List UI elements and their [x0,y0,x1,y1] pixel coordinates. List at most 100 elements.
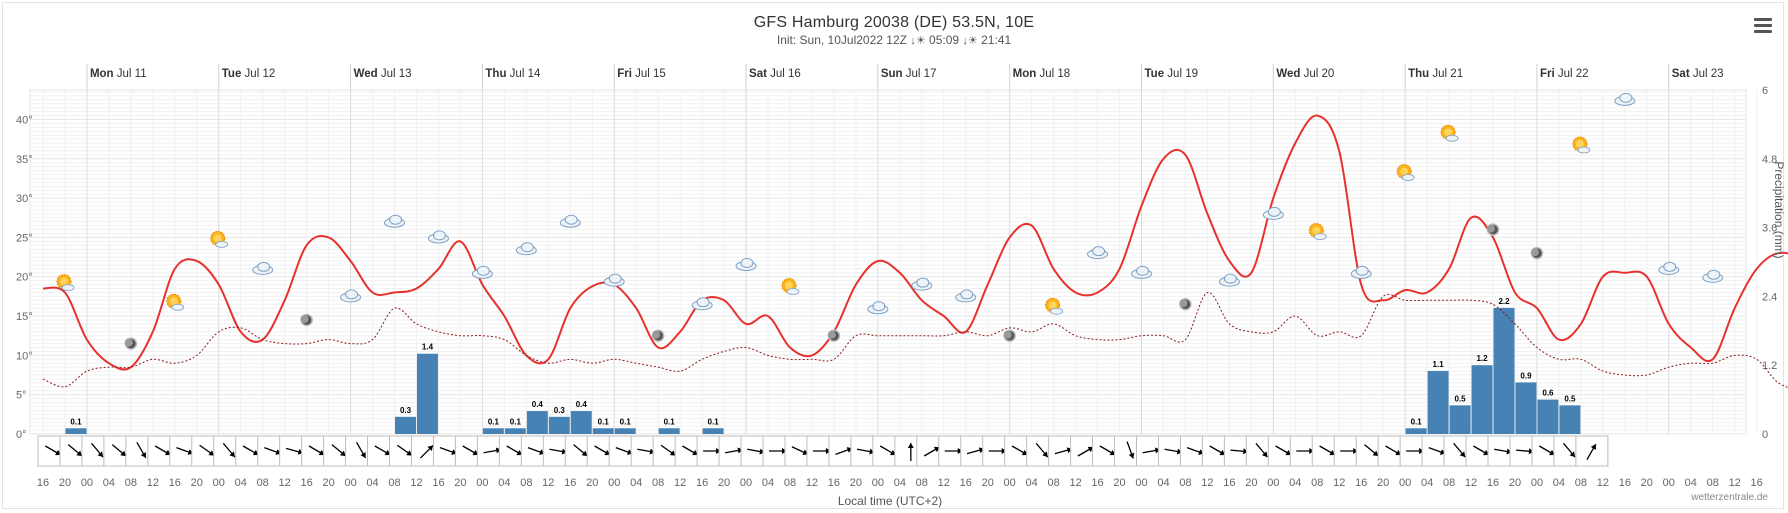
chart-subtitle: Init: Sun, 10Jul2022 12Z ↓☀ 05:09 ↓☀ 21:… [0,33,1788,47]
precip-bar-label: 0.5 [1564,394,1576,403]
hour-label: 00 [81,477,93,489]
y-tick-label: 0° [16,429,27,441]
precip-bar [592,428,614,434]
day-label: Mon Jul 11 [90,68,147,80]
hour-label: 16 [1223,477,1235,489]
precip-bar-label: 0.1 [664,417,676,426]
hour-label: 08 [916,477,928,489]
precip-bar-label: 0.1 [1411,417,1423,426]
precip-bar-label: 0.4 [576,400,588,409]
hour-label: 16 [1619,477,1631,489]
hour-label: 00 [1531,477,1543,489]
plot-grid [29,89,1758,435]
cloud-icon [1262,206,1284,220]
day-label: Wed Jul 13 [354,68,412,80]
day-label: Sat Jul 16 [749,68,801,80]
sunrise-icon: ↓☀ [910,35,926,48]
hour-label: 00 [608,477,620,489]
precip-bar-label: 0.1 [510,417,522,426]
sun-cloud-icon [1308,222,1327,240]
hour-label: 00 [872,477,884,489]
hour-label: 12 [1069,477,1081,489]
day-label: Tue Jul 19 [1145,68,1198,80]
dewpoint-line [42,291,1788,388]
hour-label: 16 [1355,477,1367,489]
day-label: Sun Jul 17 [881,68,937,80]
sun-cloud-icon [166,293,185,311]
hour-label: 08 [1707,477,1719,489]
hour-labels: 16 20 00 04 08 12 16 20 00 04 08 12 16 20 00 04 08 12 16 20… [37,477,1763,489]
y2-tick-label: 0 [1762,429,1768,441]
sunset-icon: ↓☀ [962,35,978,48]
precip-bar-label: 0.4 [532,400,544,409]
sun-cloud-icon [210,230,229,248]
hour-label: 12 [1333,477,1345,489]
hour-label: 04 [1026,477,1038,489]
hour-label: 04 [630,477,642,489]
precip-bar [614,428,636,434]
y2-tick-label: 2.4 [1762,291,1777,303]
day-label: Fri Jul 15 [617,68,666,80]
hour-label: 04 [762,477,774,489]
precipitation-axis: 01.22.43.64.86 [1762,85,1777,441]
hour-label: 16 [1487,477,1499,489]
hour-label: 12 [1201,477,1213,489]
hour-label: 16 [960,477,972,489]
day-label: Thu Jul 21 [1408,68,1463,80]
precip-bar-label: 0.1 [598,417,610,426]
precip-bar [702,428,724,434]
chart-menu-button[interactable] [1754,18,1772,34]
hour-label: 20 [454,477,466,489]
hour-label: 16 [1751,477,1763,489]
precip-bar-label: 0.1 [70,417,82,426]
precip-bar [504,428,526,434]
hour-label: 00 [1135,477,1147,489]
hour-label: 20 [322,477,334,489]
cloud-icon [867,301,889,315]
precip-bar [1471,365,1493,434]
y-tick-label: 30° [16,193,33,205]
cloud-icon [1350,265,1372,279]
hour-label: 20 [982,477,994,489]
y-tick-label: 5° [16,390,27,402]
credit-text: wetterzentrale.de [1691,492,1768,503]
precip-bar-label: 0.1 [620,417,632,426]
cloud-icon [1087,246,1109,260]
y-tick-label: 25° [16,232,33,244]
y-tick-label: 15° [16,311,33,323]
chart-header: GFS Hamburg 20038 (DE) 53.5N, 10E Init: … [0,14,1788,47]
hour-label: 00 [1399,477,1411,489]
moon-icon [1179,298,1192,311]
moon-icon [124,337,138,350]
cloud-icon [955,289,977,303]
precipitation-axis-title: Precipitation (mm) [1772,161,1786,258]
precip-bar-label: 0.1 [708,417,720,426]
temperature-axis: 0° 5° 10° 15° 20° 25° 30° 35° 40° [16,114,33,441]
hour-label: 12 [147,477,159,489]
sun-cloud-icon [1045,297,1064,315]
precip-bar [1405,428,1427,434]
precip-bar [65,428,87,434]
hour-label: 20 [1509,477,1521,489]
hour-label: 12 [542,477,554,489]
cloud-icon [603,273,625,287]
cloud-icon [427,230,449,244]
sun-cloud-icon [1572,136,1591,154]
hour-label: 00 [1663,477,1675,489]
day-label: Sat Jul 23 [1672,68,1724,80]
hour-label: 12 [410,477,422,489]
sun-cloud-icon [1440,124,1459,142]
hour-label: 08 [784,477,796,489]
precip-bar [395,416,416,434]
hour-label: 16 [432,477,444,489]
hour-label: 16 [564,477,576,489]
hour-label: 16 [828,477,840,489]
precip-bar [548,416,570,434]
hour-label: 08 [1575,477,1587,489]
hour-label: 08 [1179,477,1191,489]
sun-cloud-icon [781,278,800,295]
day-label: Wed Jul 20 [1276,68,1334,80]
hour-label: 16 [169,477,181,489]
hour-label: 08 [1443,477,1455,489]
